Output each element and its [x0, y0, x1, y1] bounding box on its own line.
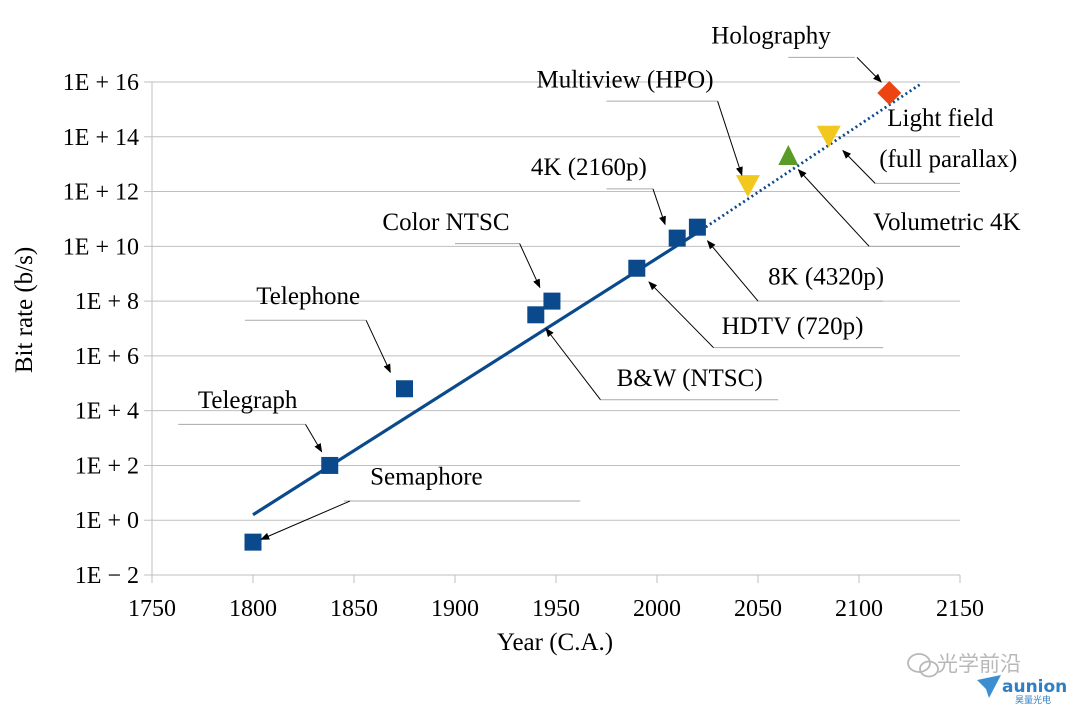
x-tick-label: 1950	[532, 596, 580, 622]
x-tick-label: 2050	[734, 596, 782, 622]
annotations: Holography Multiview (HPO) 4K (2160p) Color…	[178, 23, 1021, 540]
annotation-label: 4K (2160p)	[531, 154, 647, 181]
watermark-text: 光学前沿	[937, 652, 1021, 676]
data-point-holography	[877, 80, 902, 105]
data-point-b-w-ntsc	[527, 306, 545, 324]
x-tick-labels: 1750 1800 1850 1900 1950 2000 2050 2100 2150	[128, 596, 984, 622]
annotation-label: Semaphore	[370, 464, 482, 491]
y-tick-label: 1E + 4	[75, 399, 139, 425]
annotation-arrow	[260, 500, 351, 540]
data-point-hdtv-720p	[628, 259, 646, 277]
y-axis-label: Bit rate (b/s)	[11, 247, 38, 373]
annotation-arrow	[365, 320, 391, 374]
x-tick-label: 1750	[128, 596, 176, 622]
y-tick-label: 1E − 2	[75, 563, 139, 589]
annotation-arrow	[648, 281, 714, 349]
annotation-label: Light field	[887, 105, 994, 132]
data-point-color-ntsc	[543, 292, 561, 310]
annotation-arrow	[706, 240, 759, 302]
annotation-label: Volumetric 4K	[873, 209, 1020, 236]
x-tick-label: 1850	[330, 596, 378, 622]
x-tick-label: 1800	[229, 596, 277, 622]
data-point-telegraph	[321, 456, 339, 474]
data-point-8k-4320p	[688, 218, 706, 236]
x-tick-label: 2000	[633, 596, 681, 622]
annotation-label: (full parallax)	[879, 146, 1017, 173]
paper-plane-icon	[977, 675, 1001, 698]
data-point-volumetric-4k	[778, 144, 799, 165]
watermark: 光学前沿 aunion 昊量光电	[905, 648, 1075, 706]
annotation-arrow	[797, 168, 870, 247]
data-point-4k-2160p	[668, 229, 686, 247]
data-point-light-field-full-parallax	[816, 125, 841, 148]
data-points	[244, 80, 902, 551]
annotation-arrow	[545, 327, 601, 401]
annotation-arrow	[717, 101, 743, 176]
data-point-semaphore	[244, 533, 262, 551]
x-tick-label: 2100	[835, 596, 883, 622]
wechat-icon	[907, 653, 939, 678]
data-point-telephone	[396, 380, 413, 398]
y-tick-label: 1E + 14	[63, 125, 139, 151]
annotation-label: HDTV (720p)	[722, 313, 864, 340]
annotation-label: B&W (NTSC)	[617, 365, 763, 392]
y-tick-label: 1E + 6	[75, 344, 139, 370]
y-tick-labels: 1E + 16 1E + 14 1E + 12 1E + 10 1E + 8 1E + 6…	[63, 70, 139, 589]
annotation-arrow	[842, 149, 876, 184]
x-axis-label: Year (C.A.)	[497, 629, 613, 656]
watermark-sub: 昊量光电	[1015, 694, 1051, 704]
annotation-arrow	[652, 188, 666, 226]
annotation-label: 8K (4320p)	[768, 264, 884, 291]
data-point-multiview-hpo	[735, 175, 760, 198]
y-tick-label: 1E + 12	[63, 180, 139, 206]
annotation-label: Telephone	[256, 283, 360, 310]
annotation-arrow	[519, 243, 541, 289]
watermark-brand: aunion	[1002, 677, 1067, 697]
y-tick-label: 1E + 10	[63, 234, 139, 260]
x-tick-label: 1900	[431, 596, 479, 622]
y-tick-label: 1E + 16	[63, 70, 139, 96]
x-tick-label: 2150	[936, 596, 984, 622]
y-tick-label: 1E + 0	[75, 508, 139, 534]
axes	[144, 81, 961, 583]
annotation-arrow	[856, 56, 882, 83]
annotation-arrow	[305, 424, 323, 453]
y-tick-label: 1E + 2	[75, 453, 139, 479]
y-tick-label: 1E + 8	[75, 289, 139, 315]
annotation-label: Multiview (HPO)	[536, 66, 713, 93]
annotation-label: Holography	[711, 23, 831, 50]
annotation-label: Telegraph	[198, 387, 298, 414]
annotation-label: Color NTSC	[382, 209, 509, 236]
